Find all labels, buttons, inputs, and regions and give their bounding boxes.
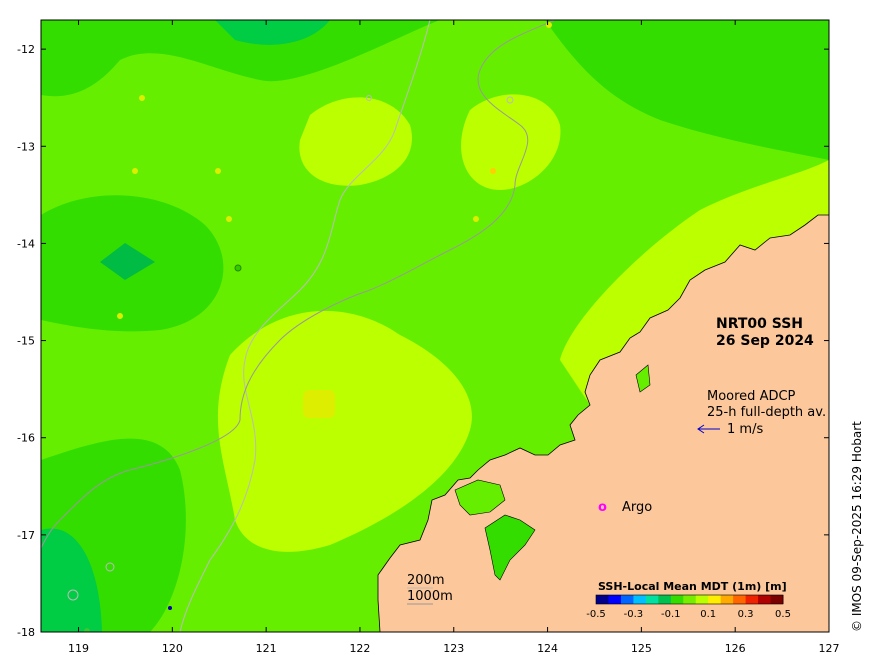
y-tick-label: -17	[17, 529, 35, 542]
isobath-200m-label: 200m	[407, 573, 444, 588]
colorbar-tick-label: 0.1	[700, 609, 716, 620]
colorbar-segment	[758, 595, 772, 604]
ssh-contour-high-northeast	[461, 94, 561, 190]
cambridge-inlet	[635, 364, 651, 393]
ssh-contour-high-north	[299, 97, 412, 186]
colorbar-segment	[733, 595, 747, 604]
ssh-contour-lower-southwest	[41, 528, 102, 632]
king-sound	[484, 514, 536, 581]
longitude-axis: 119 120 121 122 123 124 125 126 127	[68, 20, 840, 655]
colorbar-tick-label: -0.3	[624, 609, 644, 620]
argo-label: Argo	[622, 500, 652, 515]
plot-frame	[40, 19, 830, 633]
latitude-axis: -12 -13 -14 -15 -16 -17 -18	[17, 43, 829, 639]
adcp-scale-label: 1 m/s	[727, 422, 763, 437]
x-tick-label: 119	[68, 642, 89, 655]
colorbar-tick-label: 0.3	[738, 609, 754, 620]
x-tick-label: 125	[631, 642, 652, 655]
adcp-label: Moored ADCP	[707, 389, 796, 404]
colorbar-tick-label: -0.1	[661, 609, 681, 620]
y-tick-label: -12	[17, 43, 35, 56]
colorbar-segment	[633, 595, 647, 604]
ssh-contour-highest-core	[303, 390, 335, 418]
colorbar-segment	[745, 595, 759, 604]
ssh-contour-lower-west-core	[100, 243, 155, 280]
argo-symbol-icon: o	[598, 500, 607, 515]
y-tick-label: -15	[17, 335, 35, 348]
map-date: 26 Sep 2024	[716, 333, 814, 349]
colorbar-segment	[683, 595, 697, 604]
copyright: © IMOS 09-Sep-2025 16:29 Hobart	[850, 421, 864, 632]
x-tick-label: 126	[725, 642, 746, 655]
y-tick-label: -13	[17, 140, 35, 153]
isobath-1000m-label: 1000m	[407, 589, 453, 604]
ssh-contour-low-northwest	[41, 20, 440, 97]
y-tick-label: -18	[17, 626, 35, 639]
x-tick-label: 122	[349, 642, 370, 655]
colorbar-segment	[670, 595, 684, 604]
colorbar: -0.5 -0.3 -0.1 0.1 0.3 0.5	[586, 594, 791, 620]
colorbar-tick-label: -0.5	[586, 609, 606, 620]
ssh-contour-high-central	[217, 310, 472, 552]
colorbar-segment	[658, 595, 672, 604]
colorbar-segment	[620, 595, 634, 604]
isobath-1000m	[41, 20, 556, 549]
colorbar-title: SSH-Local Mean MDT (1m) [m]	[598, 580, 787, 593]
colorbar-segment	[596, 595, 609, 604]
ssh-contour-lower-north	[215, 20, 330, 45]
x-tick-label: 120	[162, 642, 183, 655]
colorbar-segment	[608, 595, 622, 604]
isobath-200m	[179, 20, 431, 632]
x-tick-label: 121	[256, 642, 277, 655]
ssh-field	[41, 20, 829, 632]
colorbar-segment	[695, 595, 709, 604]
y-tick-label: -16	[17, 432, 35, 445]
ssh-contour-low-northeast	[545, 20, 829, 160]
map-title: NRT00 SSH	[716, 316, 803, 332]
adcp-average-label: 25-h full-depth av.	[707, 405, 826, 420]
colorbar-frame	[595, 594, 784, 605]
colorbar-tick-label: 0.5	[775, 609, 791, 620]
x-tick-label: 123	[443, 642, 464, 655]
y-tick-label: -14	[17, 237, 35, 250]
x-tick-label: 124	[537, 642, 558, 655]
colorbar-segment	[770, 595, 784, 604]
colorbar-segment	[720, 595, 734, 604]
colorbar-segment	[708, 595, 722, 604]
bay-inlet	[454, 479, 506, 516]
colorbar-segment	[645, 595, 659, 604]
x-tick-label: 127	[819, 642, 840, 655]
adcp-scale-arrow-icon	[697, 424, 720, 434]
